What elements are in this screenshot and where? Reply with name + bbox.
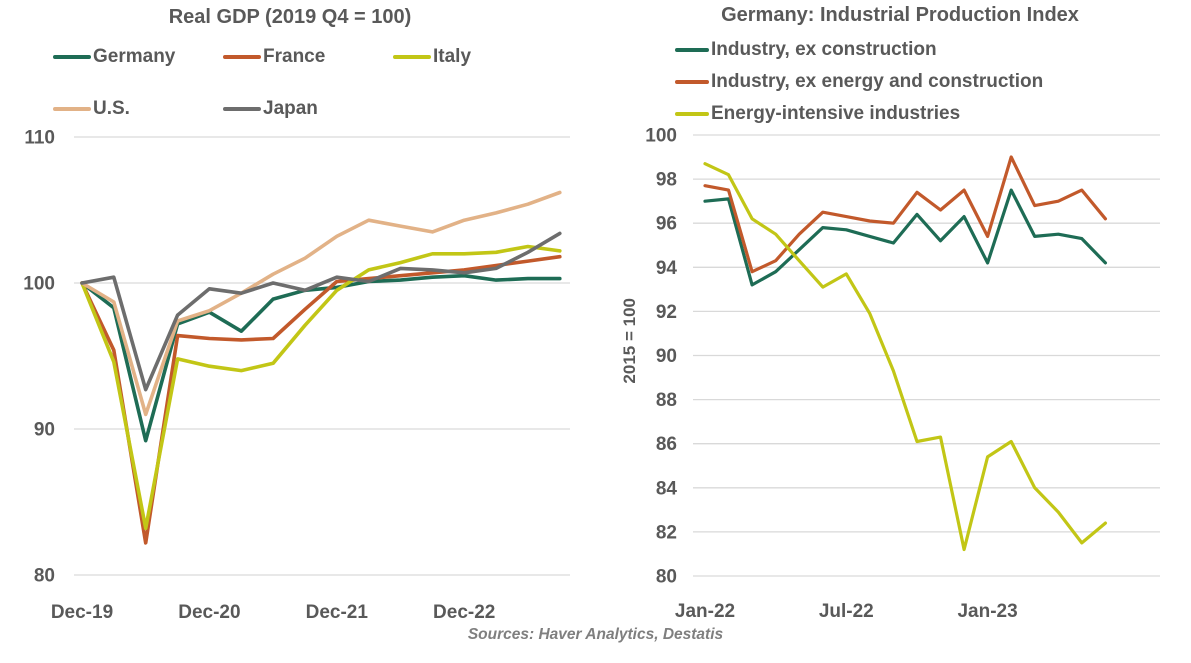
legend-label: Industry, ex construction: [711, 39, 937, 60]
y-tick-label: 100: [23, 274, 55, 295]
y-tick-label: 86: [656, 434, 677, 455]
legend-item-japan: Japan: [223, 98, 318, 120]
legend-label: France: [263, 46, 326, 67]
sources-note: Sources: Haver Analytics, Destatis: [467, 626, 724, 643]
legend-swatch-icon: [53, 54, 91, 60]
y-tick-label: 90: [34, 420, 55, 441]
legend-label: Germany: [93, 46, 176, 67]
x-tick-label: Dec-22: [433, 602, 495, 623]
legend-item-industry-ex-energy-and-construction: Industry, ex energy and construction: [675, 71, 1043, 93]
legend-item-italy: Italy: [393, 46, 471, 68]
right-chart-y-axis-title: 2015 = 100: [620, 298, 639, 384]
series-line-germany: [80, 273, 562, 443]
y-tick-label: 92: [656, 302, 677, 323]
legend-swatch-icon: [675, 79, 709, 85]
x-tick-label: Jan-23: [957, 601, 1017, 622]
y-tick-label: 82: [656, 522, 677, 543]
y-tick-label: 88: [656, 390, 677, 411]
series-line-italy: [80, 244, 562, 531]
legend-swatch-icon: [393, 54, 431, 60]
series-line-japan: [80, 231, 562, 392]
y-tick-label: 84: [656, 478, 678, 499]
legend-swatch-icon: [675, 111, 709, 117]
legend-item-germany: Germany: [53, 46, 175, 68]
legend-item-u-s: U.S.: [53, 98, 130, 120]
y-tick-label: 110: [24, 128, 55, 149]
y-tick-label: 98: [656, 170, 677, 191]
y-tick-label: 90: [656, 346, 677, 367]
series-line-france: [80, 254, 562, 545]
series-line-industry-ex-energy-and-construction: [703, 155, 1107, 274]
legend-swatch-icon: [53, 106, 91, 112]
x-tick-label: Dec-20: [178, 602, 240, 623]
y-tick-label: 96: [656, 214, 677, 235]
x-tick-label: Jan-22: [675, 601, 735, 622]
right-chart-plot: 80 82 84 86 88 90 92 94 96 98 100 Jan-22 Jul-22 Jan-2…: [645, 126, 1160, 622]
legend-label: U.S.: [93, 98, 130, 119]
series-line-industry-ex-construction: [703, 188, 1107, 287]
y-tick-label: 100: [645, 126, 677, 147]
legend-swatch-icon: [223, 54, 261, 60]
right-chart-title: Germany: Industrial Production Index: [721, 4, 1079, 26]
legend-label: Japan: [263, 98, 318, 119]
legend-label: Energy-intensive industries: [711, 103, 961, 124]
x-tick-label: Dec-19: [51, 602, 113, 623]
legend-swatch-icon: [675, 47, 709, 53]
legend-swatch-icon: [223, 106, 261, 112]
legend-item-france: France: [223, 46, 325, 68]
y-tick-label: 80: [34, 566, 55, 587]
y-tick-label: 80: [656, 567, 677, 588]
legend-item-energy-intensive-industries: Energy-intensive industries: [675, 103, 960, 125]
series-line-energy-intensive-industries: [703, 162, 1107, 552]
legend-label: Italy: [433, 46, 472, 67]
legend-label: Industry, ex energy and construction: [711, 71, 1044, 92]
y-tick-label: 94: [656, 258, 678, 279]
left-chart-plot: 80 90 100 110 Dec-19 Dec-20 Dec-21 Dec-22: [23, 128, 570, 623]
x-tick-label: Dec-21: [306, 602, 369, 623]
legend-item-industry-ex-construction: Industry, ex construction: [675, 39, 937, 61]
series-line-u-s: [80, 190, 562, 417]
left-chart-title: Real GDP (2019 Q4 = 100): [168, 6, 412, 28]
x-tick-label: Jul-22: [819, 601, 874, 622]
